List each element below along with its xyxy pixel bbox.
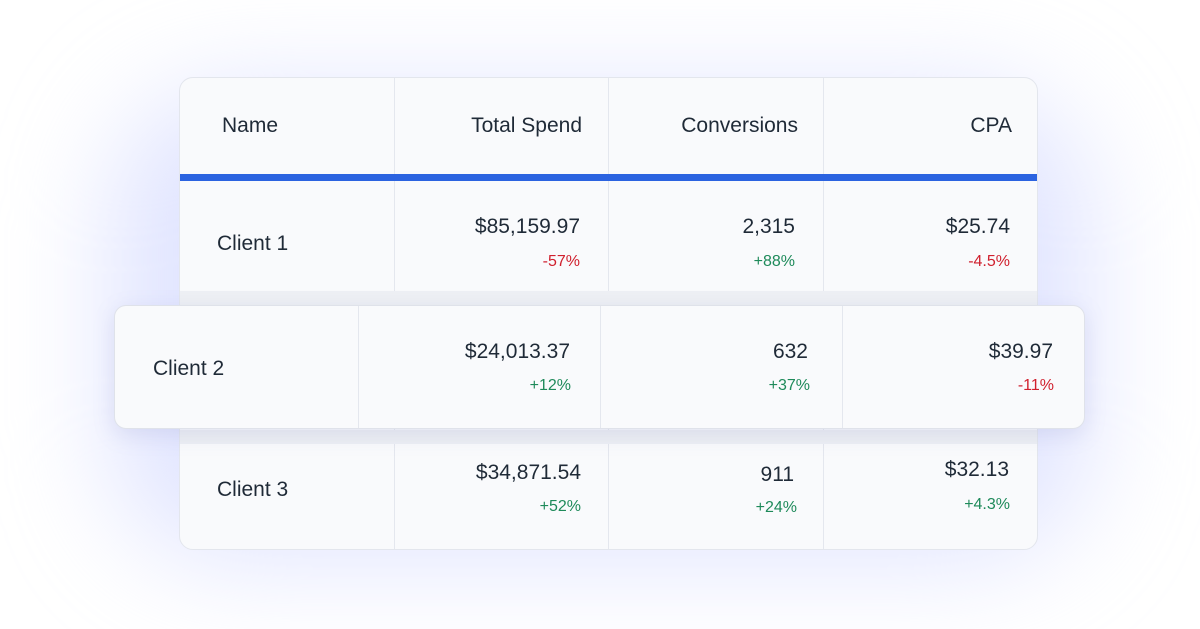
column-divider [842, 306, 843, 428]
total-spend-delta: -57% [542, 253, 580, 270]
total-spend-value: $34,871.54 [475, 461, 581, 484]
column-divider [823, 78, 824, 174]
column-divider [600, 306, 601, 428]
cpa-value: $39.97 [988, 340, 1053, 363]
conversions-value: 632 [772, 340, 808, 363]
client-name: Client 1 [217, 232, 289, 255]
conversions-value: 2,315 [742, 215, 795, 238]
column-header-name[interactable]: Name [222, 114, 279, 137]
column-header-total-spend[interactable]: Total Spend [471, 114, 582, 137]
column-divider [358, 306, 359, 428]
client-name: Client 2 [153, 357, 225, 380]
row-separator [180, 291, 1037, 305]
column-divider [608, 428, 609, 549]
conversions-delta: +88% [753, 253, 795, 270]
total-spend-delta: +52% [539, 498, 581, 515]
column-divider [608, 78, 609, 174]
total-spend-value: $85,159.97 [474, 215, 580, 238]
column-divider [394, 428, 395, 549]
table-row-highlighted[interactable]: Client 2 $24,013.37 +12% 632 +37% $39.97… [114, 305, 1085, 429]
cpa-delta: -11% [1017, 377, 1054, 394]
column-divider [394, 78, 395, 174]
cpa-delta: -4.5% [968, 253, 1010, 270]
cpa-value: $32.13 [944, 458, 1009, 481]
client-name: Client 3 [217, 478, 289, 501]
conversions-value: 911 [760, 463, 794, 486]
cpa-value: $25.74 [945, 215, 1010, 238]
total-spend-delta: +12% [529, 377, 571, 394]
column-header-conversions[interactable]: Conversions [681, 114, 798, 137]
header-accent-bar [180, 174, 1037, 181]
column-divider [823, 428, 824, 549]
cpa-delta: +4.3% [964, 496, 1010, 513]
total-spend-value: $24,013.37 [464, 340, 570, 363]
conversions-delta: +24% [755, 499, 797, 516]
row-separator [180, 430, 1037, 444]
column-header-cpa[interactable]: CPA [970, 114, 1012, 137]
conversions-delta: +37% [768, 377, 810, 394]
